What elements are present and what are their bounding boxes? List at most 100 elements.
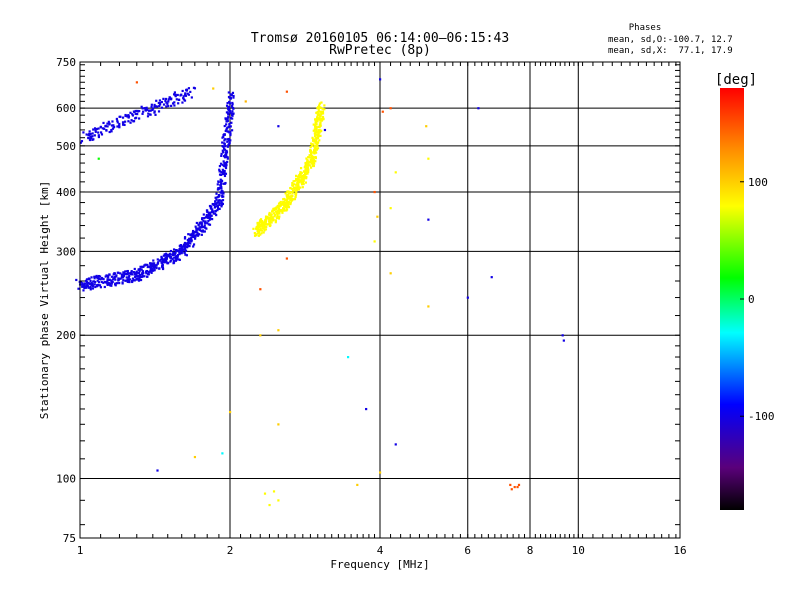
data-point xyxy=(182,248,186,251)
data-point xyxy=(102,278,105,281)
data-point xyxy=(311,139,315,142)
data-point xyxy=(320,117,324,120)
data-point xyxy=(194,225,197,228)
data-point xyxy=(188,244,191,248)
data-point xyxy=(116,125,119,128)
data-point xyxy=(230,129,234,132)
data-point xyxy=(196,234,200,237)
data-point xyxy=(278,211,281,214)
data-point xyxy=(81,282,84,285)
data-point xyxy=(315,125,318,129)
data-point xyxy=(207,223,210,226)
data-point xyxy=(305,161,309,164)
data-point xyxy=(296,186,299,190)
data-point xyxy=(123,123,126,127)
data-point xyxy=(263,492,267,495)
data-point xyxy=(310,153,313,157)
data-point xyxy=(178,251,181,254)
data-point xyxy=(82,131,85,134)
data-point xyxy=(297,188,300,191)
data-point xyxy=(106,283,110,286)
data-point xyxy=(173,104,176,107)
data-point xyxy=(205,227,208,230)
data-point xyxy=(180,93,183,96)
data-point xyxy=(190,96,193,99)
data-point xyxy=(86,285,90,288)
data-point xyxy=(226,130,229,133)
data-point xyxy=(379,78,382,81)
data-point xyxy=(381,110,384,113)
data-point xyxy=(144,263,147,266)
data-point xyxy=(289,190,292,194)
data-point xyxy=(134,272,137,275)
data-point xyxy=(220,187,223,190)
data-point xyxy=(93,127,97,130)
data-point xyxy=(228,109,231,113)
data-point xyxy=(256,229,259,232)
data-point xyxy=(298,180,301,183)
y-tick-label: 75 xyxy=(63,532,76,545)
data-point xyxy=(118,281,121,285)
data-point xyxy=(87,281,90,285)
data-point xyxy=(221,144,224,148)
data-point xyxy=(259,228,262,231)
data-point xyxy=(105,129,108,132)
data-point xyxy=(211,217,214,221)
data-point xyxy=(273,209,276,212)
data-point xyxy=(146,272,150,275)
data-point xyxy=(130,273,134,276)
data-point xyxy=(215,205,218,208)
data-point xyxy=(316,133,319,136)
data-point xyxy=(87,136,90,140)
data-point xyxy=(252,227,255,230)
data-point xyxy=(108,122,111,125)
data-point xyxy=(296,185,299,188)
data-point xyxy=(193,231,196,234)
data-point xyxy=(285,90,288,93)
data-point xyxy=(256,224,259,227)
data-point xyxy=(221,202,224,205)
data-point xyxy=(153,262,156,265)
data-point xyxy=(314,147,317,150)
data-point xyxy=(135,270,138,273)
data-point xyxy=(274,221,277,224)
data-point xyxy=(165,256,168,259)
data-point xyxy=(184,92,187,95)
data-point xyxy=(299,167,303,170)
data-point xyxy=(184,245,188,248)
data-point xyxy=(278,205,281,208)
data-point xyxy=(260,229,264,232)
data-point xyxy=(317,125,320,129)
data-point xyxy=(192,235,195,239)
data-point xyxy=(214,210,217,213)
data-point xyxy=(91,132,94,135)
data-point xyxy=(94,280,97,284)
data-point xyxy=(87,286,90,289)
data-point xyxy=(122,274,126,277)
data-point xyxy=(141,275,144,278)
data-point xyxy=(157,101,160,105)
data-point xyxy=(183,246,186,249)
data-point xyxy=(161,264,164,267)
data-point xyxy=(171,253,175,256)
data-point xyxy=(89,282,92,285)
data-point xyxy=(147,112,150,115)
data-point xyxy=(254,227,258,230)
data-point xyxy=(218,170,221,173)
data-point xyxy=(225,118,228,121)
data-point xyxy=(80,140,84,143)
data-point xyxy=(262,224,266,227)
data-point xyxy=(309,149,313,152)
data-point xyxy=(223,142,226,145)
data-point xyxy=(291,184,295,187)
data-point xyxy=(276,214,279,217)
data-point xyxy=(83,283,86,287)
data-point xyxy=(139,275,142,279)
data-point xyxy=(143,275,146,278)
data-point xyxy=(227,125,230,128)
data-point xyxy=(318,125,321,129)
data-point xyxy=(223,139,226,142)
data-point xyxy=(124,120,127,123)
data-point xyxy=(110,279,113,282)
data-point xyxy=(219,180,222,184)
